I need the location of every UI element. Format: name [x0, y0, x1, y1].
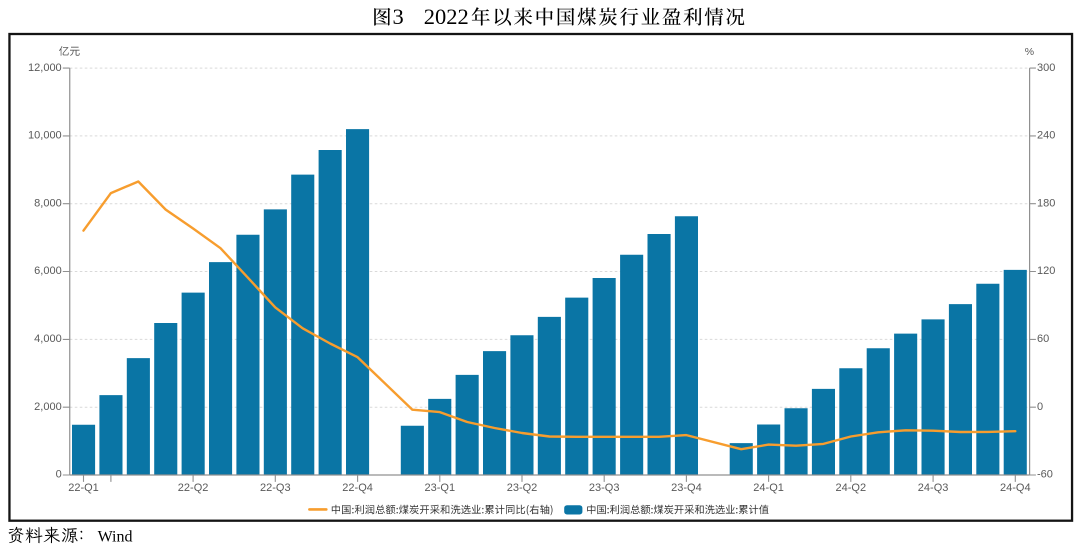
svg-text:180: 180	[1037, 197, 1055, 209]
svg-text:10,000: 10,000	[28, 130, 62, 142]
svg-text:-60: -60	[1037, 469, 1053, 481]
svg-text:24-Q4: 24-Q4	[1000, 482, 1031, 494]
svg-text:300: 300	[1037, 62, 1055, 74]
svg-text:60: 60	[1037, 333, 1049, 345]
svg-text:Wind: Wind	[98, 528, 133, 545]
svg-text:24-Q3: 24-Q3	[918, 482, 949, 494]
svg-text:120: 120	[1037, 265, 1055, 277]
svg-text:23-Q4: 23-Q4	[671, 482, 702, 494]
svg-text:4,000: 4,000	[34, 333, 62, 345]
svg-text:22-Q4: 22-Q4	[342, 482, 373, 494]
svg-text:240: 240	[1037, 130, 1055, 142]
svg-text:22-Q2: 22-Q2	[178, 482, 209, 494]
svg-text:2,000: 2,000	[34, 401, 62, 413]
svg-text:6,000: 6,000	[34, 265, 62, 277]
svg-text:23-Q2: 23-Q2	[507, 482, 538, 494]
svg-text:8,000: 8,000	[34, 197, 62, 209]
svg-text:%: %	[1025, 46, 1034, 58]
svg-text:22-Q1: 22-Q1	[68, 482, 99, 494]
svg-text:24-Q2: 24-Q2	[836, 482, 867, 494]
svg-text:22-Q3: 22-Q3	[260, 482, 291, 494]
svg-text:23-Q3: 23-Q3	[589, 482, 620, 494]
svg-text:23-Q1: 23-Q1	[425, 482, 456, 494]
svg-text:12,000: 12,000	[28, 62, 62, 74]
svg-text:0: 0	[1037, 401, 1043, 413]
svg-text:3: 3	[393, 4, 404, 29]
svg-text:24-Q1: 24-Q1	[753, 482, 784, 494]
svg-text:2022: 2022	[424, 4, 469, 29]
svg-text:0: 0	[56, 469, 62, 481]
